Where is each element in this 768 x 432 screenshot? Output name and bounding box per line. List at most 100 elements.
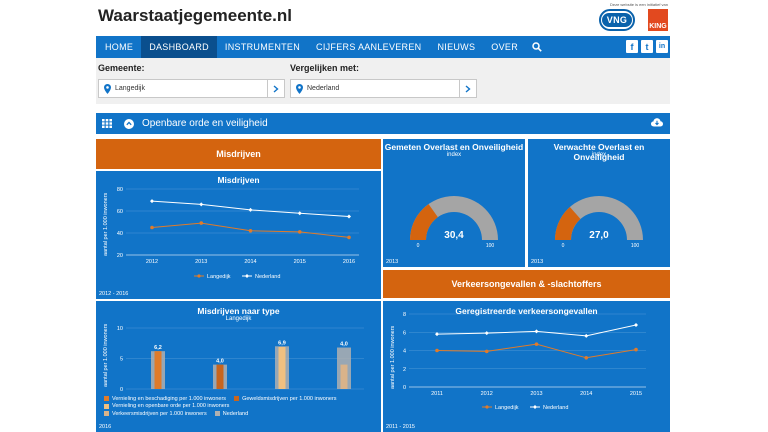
misdrijven-type-year: 2016 — [99, 424, 112, 430]
gemeten-overlast-year: 2013 — [386, 259, 399, 265]
king-logo[interactable]: KING — [648, 9, 668, 31]
data-point — [347, 235, 351, 240]
data-point — [584, 356, 589, 360]
gemeten-overlast-gauge: 30,4 0 100 — [410, 196, 498, 249]
gemeten-overlast-title: Gemeten Overlast en Onveiligheid — [384, 142, 524, 152]
facebook-icon[interactable]: f — [626, 40, 638, 53]
gauge-fill — [410, 204, 438, 240]
verwachte-overlast-title: Verwachte Overlast en Onveiligheid — [553, 142, 645, 162]
nav-item-nieuws[interactable]: NIEUWS — [437, 42, 476, 52]
misdrijven-period: 2012 - 2016 — [99, 291, 129, 297]
gauge-max-label: 100 — [486, 243, 495, 249]
section-title: Openbare orde en veiligheid — [142, 118, 268, 129]
bar-data-label: 6,9 — [278, 340, 286, 346]
bar-data-label: 6,2 — [154, 345, 162, 351]
legend-item: Verkeersmisdrijven per 1.000 inwoners — [104, 411, 207, 417]
cloud-download-icon[interactable] — [651, 118, 663, 127]
x-tick-label: 2013 — [530, 391, 542, 397]
y-tick-label: 80 — [117, 187, 123, 193]
x-tick-label: 2014 — [244, 259, 256, 265]
gauge-track — [555, 196, 643, 240]
bar-langedijk — [340, 364, 348, 389]
x-tick-label: 2016 — [343, 259, 355, 265]
legend-item: Geweldsmisdrijven per 1.000 inwoners — [234, 396, 337, 402]
linkedin-icon[interactable]: in — [656, 40, 668, 53]
x-tick-label: 2012 — [481, 391, 493, 397]
bar-langedijk — [278, 346, 286, 389]
bar-langedijk — [154, 351, 162, 389]
y-tick-label: 40 — [117, 231, 123, 237]
nav-item-cijfers-aanleveren[interactable]: CIJFERS AANLEVEREN — [316, 42, 422, 52]
initiative-text: Deze website is een initiatief van — [609, 2, 668, 7]
verkeer-header[interactable]: Verkeersongevallen & -slachtoffers — [383, 270, 670, 298]
legend-label: Langedijk — [495, 405, 519, 411]
vng-logo[interactable]: VNG — [599, 9, 635, 31]
y-tick-label: 6 — [403, 330, 406, 336]
misdrijven-type-bar-chart: 0 5 10 6,2 4,0 6,9 4,0 — [117, 326, 364, 393]
data-point — [347, 214, 351, 219]
data-point — [248, 229, 253, 233]
nav-item-dashboard[interactable]: DASHBOARD — [141, 36, 217, 58]
x-tick-label: 2014 — [580, 391, 592, 397]
data-point — [484, 331, 489, 336]
location-pin-icon — [99, 83, 111, 94]
legend-item: Vernieling en openbare orde per 1.000 in… — [104, 403, 229, 409]
data-point — [150, 225, 154, 230]
verwachte-overlast-subtitle: index — [591, 152, 607, 158]
section-bar[interactable]: Openbare orde en veiligheid — [96, 113, 670, 134]
verkeer-period: 2011 - 2015 — [386, 424, 415, 430]
vergelijken-label: Vergelijken met: — [290, 63, 360, 73]
site-title[interactable]: Waarstaatjegemeente.nl — [98, 6, 292, 25]
legend-item: Nederland — [214, 411, 248, 417]
gemeten-overlast-subtitle: index — [446, 152, 462, 158]
legend-label: Nederland — [255, 274, 280, 280]
x-tick-label: 2015 — [294, 259, 306, 265]
data-point — [435, 348, 439, 353]
x-tick-label: 2011 — [431, 391, 443, 397]
filter-bar: Gemeente: Langedijk Vergelijken met: Ned… — [96, 58, 670, 104]
data-point — [297, 211, 302, 216]
gauge-value: 30,4 — [444, 230, 464, 241]
gauge-value: 27,0 — [589, 230, 609, 241]
gemeente-select[interactable]: Langedijk — [98, 79, 285, 98]
location-pin-icon — [291, 83, 303, 94]
nav-item-instrumenten[interactable]: INSTRUMENTEN — [224, 42, 301, 52]
collapse-up-icon[interactable] — [124, 118, 134, 129]
misdrijven-panel: Misdrijven aantal per 1.000 inwoners 20 4… — [96, 171, 381, 299]
data-point — [534, 329, 539, 334]
gemeente-label: Gemeente: — [98, 63, 145, 73]
chevron-right-icon[interactable] — [267, 80, 284, 97]
nav-item-over[interactable]: OVER — [491, 42, 518, 52]
grid-icon[interactable] — [102, 119, 112, 128]
y-tick-label: 8 — [403, 312, 406, 318]
misdrijven-type-legend: Vernieling en beschadiging per 1.000 inw… — [104, 395, 337, 418]
legend-marker — [245, 274, 249, 278]
data-point — [634, 322, 638, 327]
verkeersongevallen-line-chart: 0 2 4 6 8 2011 2012 2013 2014 2015 Langedijk Nederl… — [403, 312, 646, 411]
y-tick-label: 10 — [117, 326, 123, 332]
legend-item: Vernieling en beschadiging per 1.000 inw… — [104, 396, 226, 402]
gauge-min-label: 0 — [417, 243, 420, 249]
data-point — [634, 347, 638, 352]
data-point — [297, 230, 302, 234]
vng-logo-text: VNG — [601, 13, 633, 27]
twitter-icon[interactable]: t — [641, 40, 653, 53]
social-links: f t in — [626, 40, 668, 53]
vergelijken-select[interactable]: Nederland — [290, 79, 477, 98]
verwachte-overlast-gauge: 27,0 0 100 — [555, 196, 643, 249]
y-tick-label: 0 — [120, 387, 123, 393]
misdrijven-type-panel: Misdrijven naar type Langedijk aantal pe… — [96, 301, 381, 432]
data-point — [534, 342, 539, 346]
misdrijven-type-subtitle: Langedijk — [225, 316, 252, 322]
bar-langedijk — [216, 364, 224, 389]
misdrijven-header[interactable]: Misdrijven — [96, 139, 381, 169]
gauge-min-label: 0 — [562, 243, 565, 249]
data-point — [584, 333, 589, 338]
gauge-fill — [555, 206, 581, 240]
chevron-right-icon[interactable] — [459, 80, 476, 97]
nav-item-home[interactable]: HOME — [105, 42, 134, 52]
misdrijven-chart-title: Misdrijven — [217, 175, 260, 185]
search-icon[interactable] — [526, 36, 548, 58]
data-point — [199, 221, 204, 225]
data-point — [150, 199, 154, 204]
